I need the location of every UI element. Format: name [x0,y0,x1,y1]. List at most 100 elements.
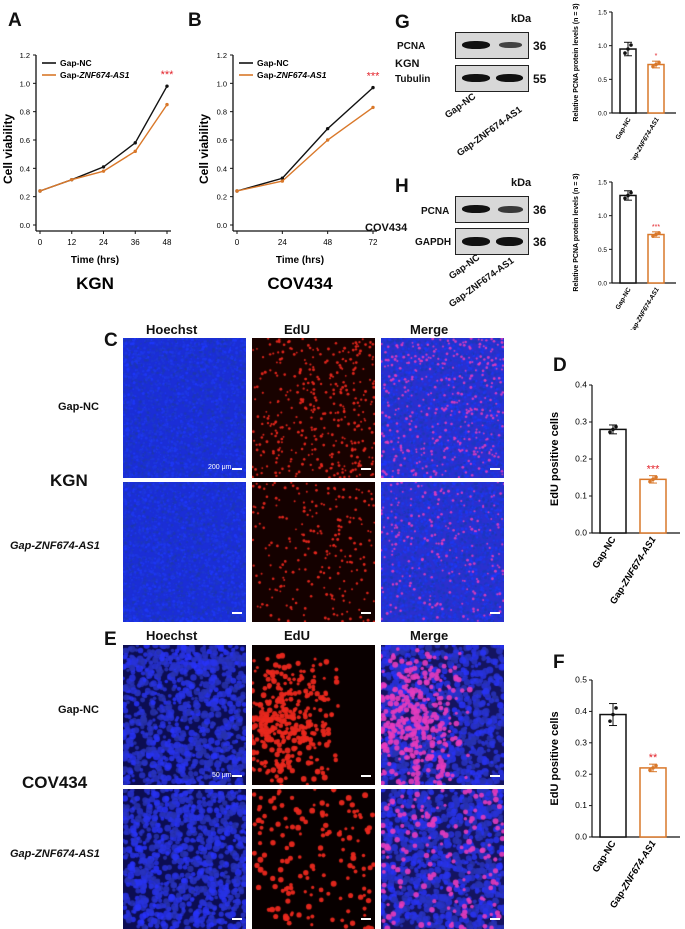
category-label: Gap-ZNF674-AS1 [628,116,661,160]
blot-lane-label: Gap-ZNF674-AS1 [455,104,525,159]
category-label: Gap-ZNF674-AS1 [608,535,658,607]
legend-label: Gap-NC [60,58,92,68]
y-tick-label: 0.0 [598,111,607,118]
y-tick-label: 1.0 [20,79,30,88]
scale-bar [361,918,371,920]
data-point [133,141,137,145]
data-point [165,102,169,107]
x-tick-label: 36 [131,238,140,247]
significance-marker: *** [652,224,660,231]
legend-label: Gap-NC [257,58,289,68]
y-tick-label: 0.4 [575,380,587,390]
blot-lane-label: Gap-NC [443,91,479,121]
blot-row-label: Tubulin [395,74,431,85]
replicate-point [614,706,618,710]
cell-line-label: COV434 [267,274,333,293]
replicate-point [626,47,630,51]
category-label: Gap-ZNF674-AS1 [608,839,658,911]
y-tick-label: 0.8 [20,108,30,117]
panel-label-e: E [104,629,117,650]
micro-row-label: Gap-ZNF674-AS1 [10,540,100,552]
blot-strip-tubulin [455,65,529,92]
micro-image-merge [381,789,504,929]
y-tick-label: 0.3 [575,417,587,427]
micro-image-edu [252,338,375,478]
data-point [101,169,106,173]
replicate-point [626,193,630,198]
bar-chart-d: 0.0 0.1 0.2 0.3 0.4 EdU positive cells Gap-NC *… [549,380,680,607]
data-point [235,189,239,193]
scale-bar [361,612,371,614]
blot-kda-value: 55 [533,72,547,86]
y-tick-label: 0.0 [575,528,587,538]
y-tick-label: 0.2 [575,454,587,464]
y-tick-label: 0.0 [20,221,30,230]
x-tick-label: 48 [323,238,332,247]
x-tick-label: 0 [235,238,240,247]
scale-bar [232,775,242,777]
data-point [325,138,330,142]
significance-marker: * [655,53,658,60]
blot-lane-label: Gap-NC [447,252,483,282]
micro-column-header: Merge [410,322,449,337]
replicate-point [654,763,658,768]
western-blot-g: kDa PCNA KGN Tubulin 36 55 Gap-NC Gap-ZN… [395,0,585,170]
scale-bar [361,468,371,470]
bar [639,767,667,838]
y-tick-label: 1.0 [598,43,607,50]
bar [647,63,665,114]
bar [639,478,667,534]
panel-label-f: F [553,652,565,673]
category-label: Gap-NC [590,839,618,875]
x-tick-label: 48 [163,238,172,247]
y-axis-label: Cell viability [1,114,15,184]
bar [599,428,627,534]
y-axis-label: EdU positive cells [549,412,561,506]
blot-strip-pcna [455,32,529,59]
scale-bar [232,612,242,614]
y-tick-label: 0.4 [20,164,30,173]
data-point [165,84,169,88]
bar-chart-h: 0.0 0.5 1.0 1.5 Relative PCNA protein levels… [573,173,676,330]
blot-strip-pcna [455,196,529,223]
y-tick-label: 0.0 [598,281,607,288]
panel-label-g: G [395,12,410,33]
legend-label: Gap-ZNF674-AS1 [60,70,130,80]
replicate-point [623,51,627,55]
y-axis-label: Relative PCNA protein levels (n = 3) [573,3,580,121]
legend-label: Gap-ZNF674-AS1 [257,70,327,80]
blot-row-label: PCNA [397,41,426,52]
replicate-point [611,712,615,717]
data-point [38,189,42,193]
panel-label-a: A [8,10,22,31]
y-tick-label: 1.0 [598,213,607,220]
y-tick-label: 0.5 [598,77,607,84]
bar [619,48,637,114]
series-line [39,85,168,192]
replicate-point [654,62,658,67]
replicate-point [614,424,618,429]
blot-lane-label: Gap-ZNF674-AS1 [447,255,517,310]
replicate-point [651,234,655,238]
y-tick-label: 1.5 [598,10,607,17]
y-tick-label: 0.2 [217,193,227,202]
kda-label: kDa [511,177,532,189]
blot-cell-line: KGN [395,58,420,70]
replicate-point [651,477,655,482]
data-point [371,85,375,90]
y-tick-label: 0.4 [217,164,227,173]
panel-label-c: C [104,330,118,351]
micro-image-hoechst [123,338,246,478]
replicate-point [651,766,655,770]
x-tick-label: 0 [38,238,43,247]
scale-bar-label: 50 μm [212,772,232,779]
bar-chart-f: 0.0 0.1 0.2 0.3 0.4 0.5 EdU positive cells Gap-… [549,675,680,911]
series-line [39,104,168,192]
y-tick-label: 0.2 [575,769,587,779]
replicate-point [651,64,655,69]
scale-bar [490,775,500,777]
significance-marker: ** [649,752,658,764]
data-point [280,179,285,183]
micro-column-header: Hoechst [146,628,198,643]
blot-row-label: GAPDH [415,237,452,248]
